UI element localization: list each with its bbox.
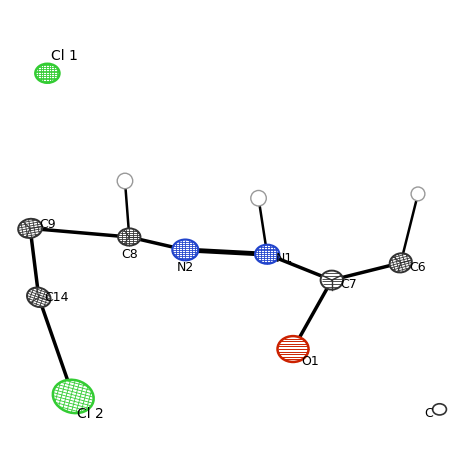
Ellipse shape xyxy=(251,191,266,206)
Ellipse shape xyxy=(411,187,425,201)
Ellipse shape xyxy=(390,253,412,273)
Ellipse shape xyxy=(27,288,51,307)
Text: Cl 2: Cl 2 xyxy=(77,407,104,420)
Ellipse shape xyxy=(173,239,198,260)
Ellipse shape xyxy=(320,271,343,290)
Ellipse shape xyxy=(18,219,42,238)
Text: Cl 1: Cl 1 xyxy=(51,49,78,63)
Ellipse shape xyxy=(433,404,447,415)
Ellipse shape xyxy=(36,64,59,83)
Text: C: C xyxy=(424,407,433,420)
Text: C8: C8 xyxy=(121,248,137,261)
Text: C6: C6 xyxy=(410,261,426,273)
Ellipse shape xyxy=(53,380,94,413)
Ellipse shape xyxy=(277,336,309,362)
Ellipse shape xyxy=(117,173,133,189)
Text: C14: C14 xyxy=(44,291,68,304)
Text: N1: N1 xyxy=(276,252,293,265)
Ellipse shape xyxy=(118,228,140,246)
Text: N2: N2 xyxy=(177,261,194,273)
Text: C9: C9 xyxy=(39,218,56,230)
Ellipse shape xyxy=(255,245,279,264)
Text: C7: C7 xyxy=(341,278,357,291)
Text: O1: O1 xyxy=(301,356,319,368)
